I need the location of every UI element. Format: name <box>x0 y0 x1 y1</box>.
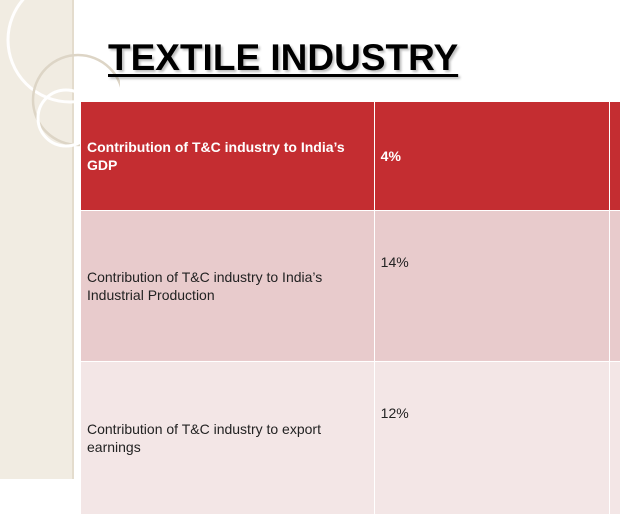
deco-circle-large <box>6 0 120 104</box>
row-label: Contribution of T&C industry to India’s … <box>80 101 375 211</box>
left-decorative-strip <box>0 0 72 479</box>
table-row-gdp: Contribution of T&C industry to India’s … <box>80 101 621 211</box>
slide-title: TEXTILE INDUSTRY <box>108 37 459 78</box>
deco-circle-medium <box>31 53 120 147</box>
row-label: Contribution of T&C industry to India’s … <box>80 210 375 362</box>
contribution-table: Contribution of T&C industry to India’s … <box>80 101 621 515</box>
row-label: Contribution of T&C industry to export e… <box>80 361 375 515</box>
table-row-industrial-production: Contribution of T&C industry to India’s … <box>80 210 621 362</box>
row-value: 4% <box>373 101 611 211</box>
row-extra-cell <box>609 101 621 211</box>
row-value: 14% <box>373 210 611 362</box>
row-value: 12% <box>373 361 611 515</box>
table-row-export-earnings: Contribution of T&C industry to export e… <box>80 361 621 515</box>
row-extra-cell <box>609 361 621 515</box>
left-strip-edge <box>72 0 74 479</box>
row-extra-cell <box>609 210 621 362</box>
